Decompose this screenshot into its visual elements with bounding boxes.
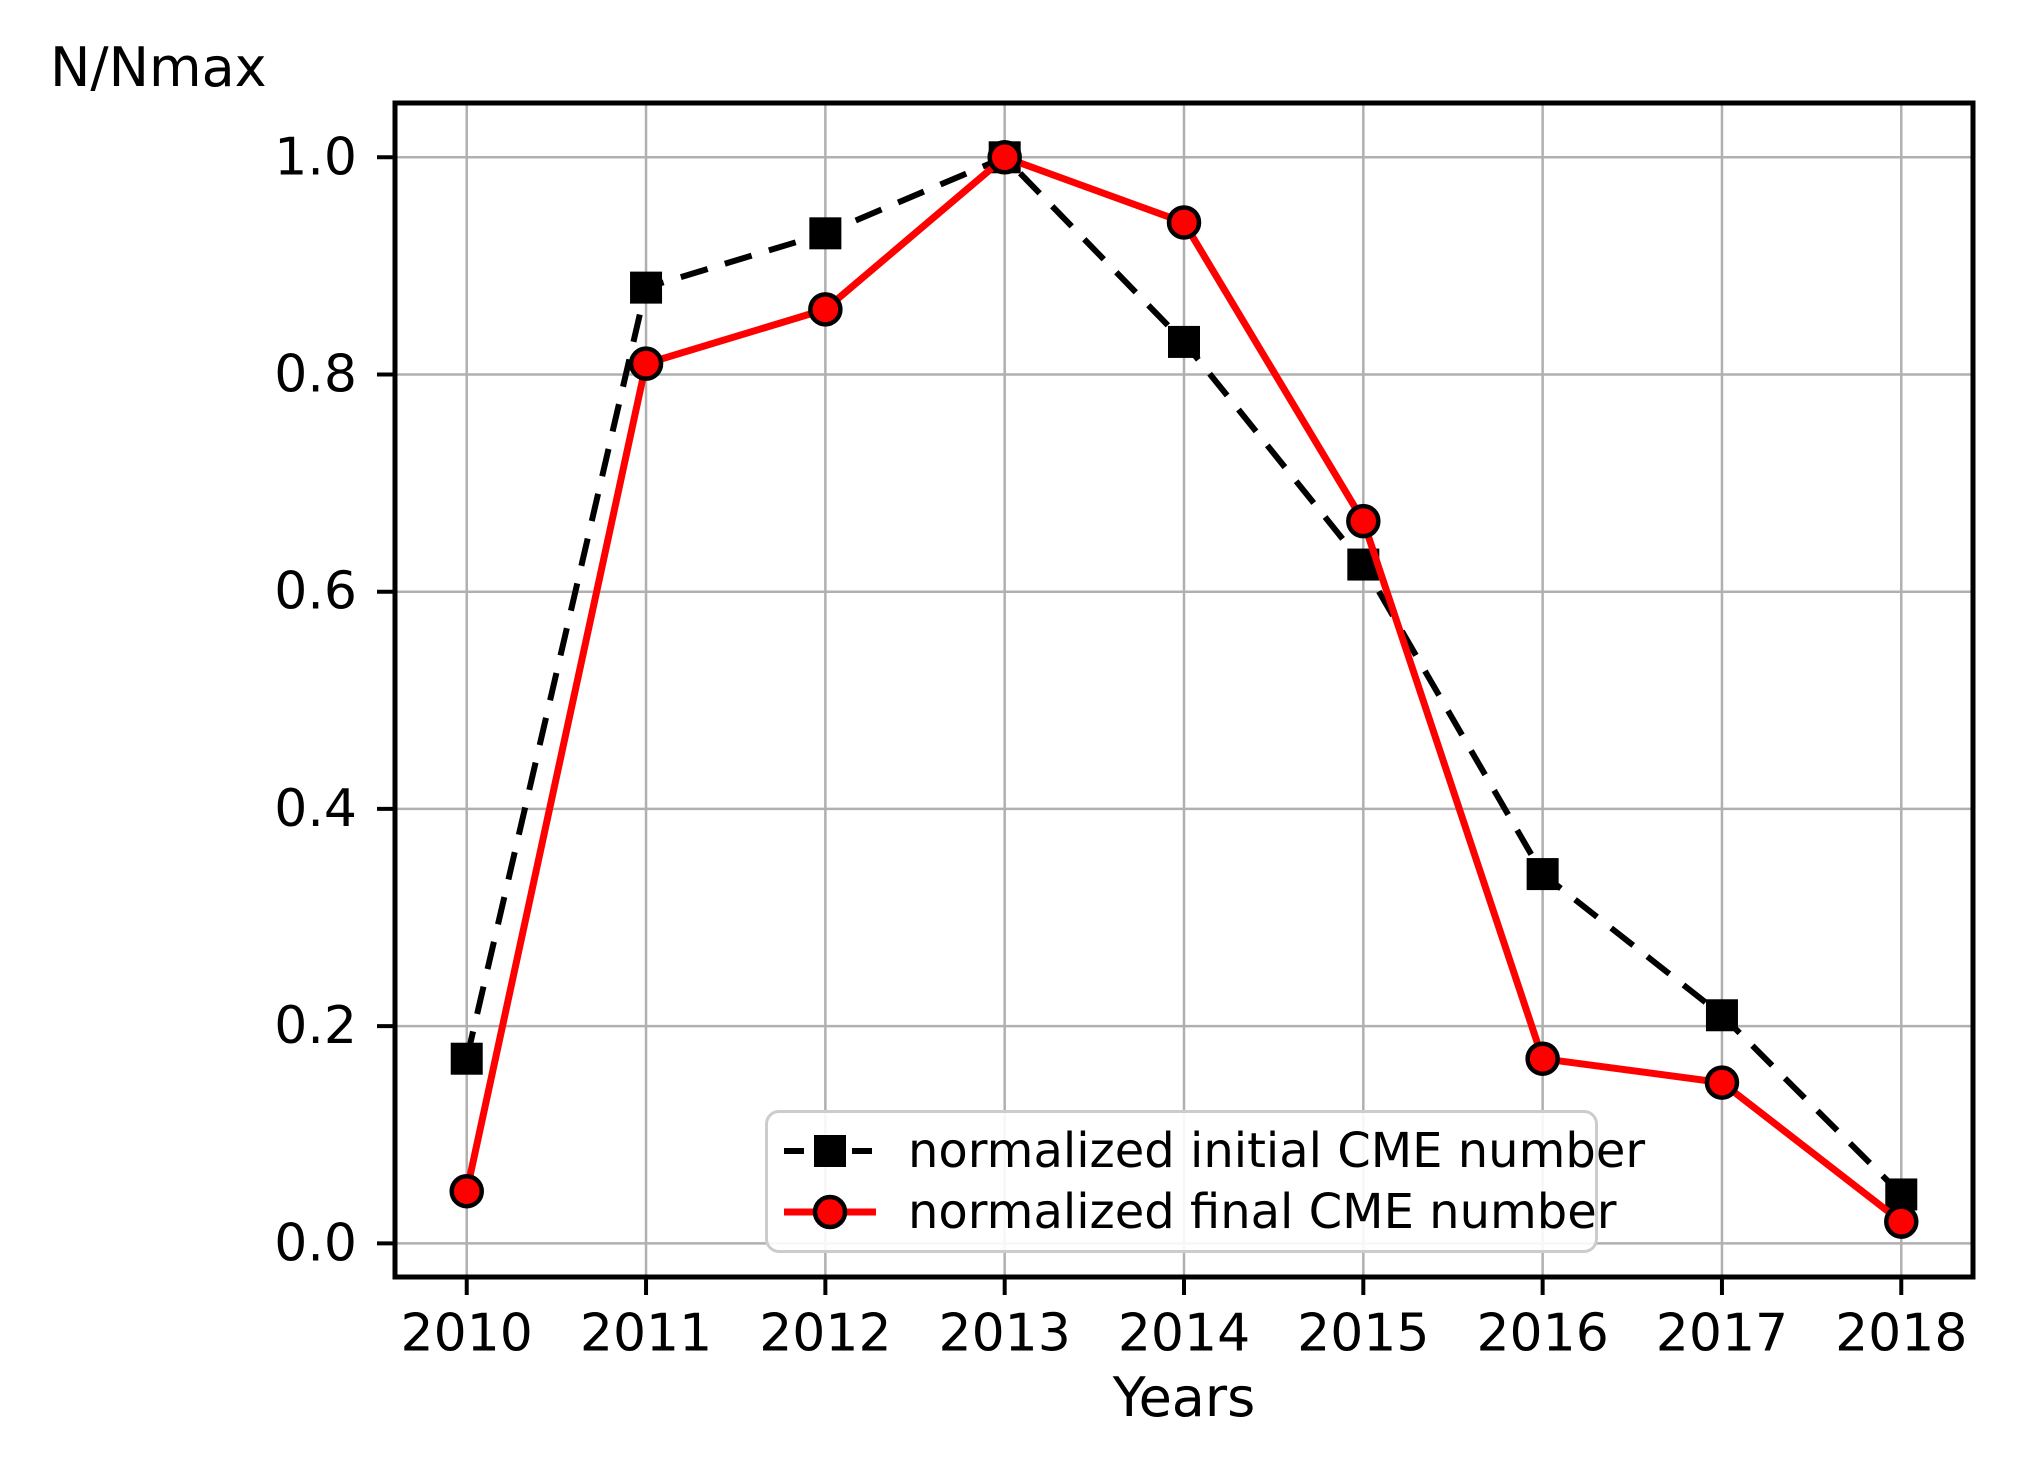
data-point — [628, 346, 664, 381]
x-tick-label: 2016 — [1476, 1304, 1608, 1364]
y-tick-label: 0.6 — [274, 562, 357, 622]
y-tick-label: 1.0 — [274, 127, 357, 187]
data-point — [987, 140, 1022, 175]
legend-item-initial-cme: normalized initial CME number — [782, 1123, 1645, 1179]
x-tick-label: 2012 — [759, 1304, 891, 1364]
x-tick-label: 2017 — [1656, 1304, 1788, 1364]
data-point — [1168, 325, 1200, 358]
data-point — [1704, 1065, 1740, 1100]
x-tick-label: 2013 — [939, 1304, 1071, 1364]
legend-swatch-final-cme-icon — [784, 1194, 876, 1229]
x-tick-label: 2010 — [401, 1304, 533, 1364]
x-tick-label: 2011 — [580, 1304, 712, 1364]
x-axis-title: Years — [1112, 1366, 1256, 1429]
y-tick-label: 0.2 — [274, 996, 357, 1056]
data-point — [1346, 503, 1381, 539]
legend-label-final-cme: normalized final CME number — [908, 1183, 1617, 1240]
data-series — [449, 140, 1919, 1239]
data-point — [1525, 1041, 1560, 1076]
y-tick-label: 0.0 — [274, 1213, 357, 1273]
x-tick-label: 2014 — [1118, 1304, 1250, 1364]
data-point — [630, 271, 663, 304]
y-axis-title: N/Nmax — [50, 36, 267, 99]
axes-spines-and-ticks — [377, 100, 1976, 1295]
data-point — [1166, 205, 1202, 240]
tick-labels: 2010 2011 2012 2013 2014 2015 2016 2017 2018 0.0 0… — [274, 127, 1967, 1363]
x-tick-label: 2015 — [1297, 1304, 1429, 1364]
legend-swatch-initial-cme-icon — [784, 1135, 876, 1168]
data-point — [450, 1042, 483, 1075]
data-point — [809, 217, 842, 250]
data-point — [1884, 1204, 1919, 1239]
x-tick-label: 2018 — [1835, 1304, 1967, 1364]
y-tick-label: 0.8 — [274, 345, 357, 405]
series-final-cme — [449, 140, 1919, 1239]
data-point — [449, 1173, 484, 1209]
data-point — [1526, 858, 1559, 891]
legend-item-final-cme: normalized final CME number — [782, 1184, 1617, 1240]
y-tick-label: 0.4 — [274, 779, 357, 839]
data-point — [1705, 999, 1738, 1032]
legend-label-initial-cme: normalized initial CME number — [908, 1123, 1646, 1180]
legend: normalized initial CME number normalized… — [765, 1110, 1645, 1253]
data-point — [808, 292, 843, 327]
